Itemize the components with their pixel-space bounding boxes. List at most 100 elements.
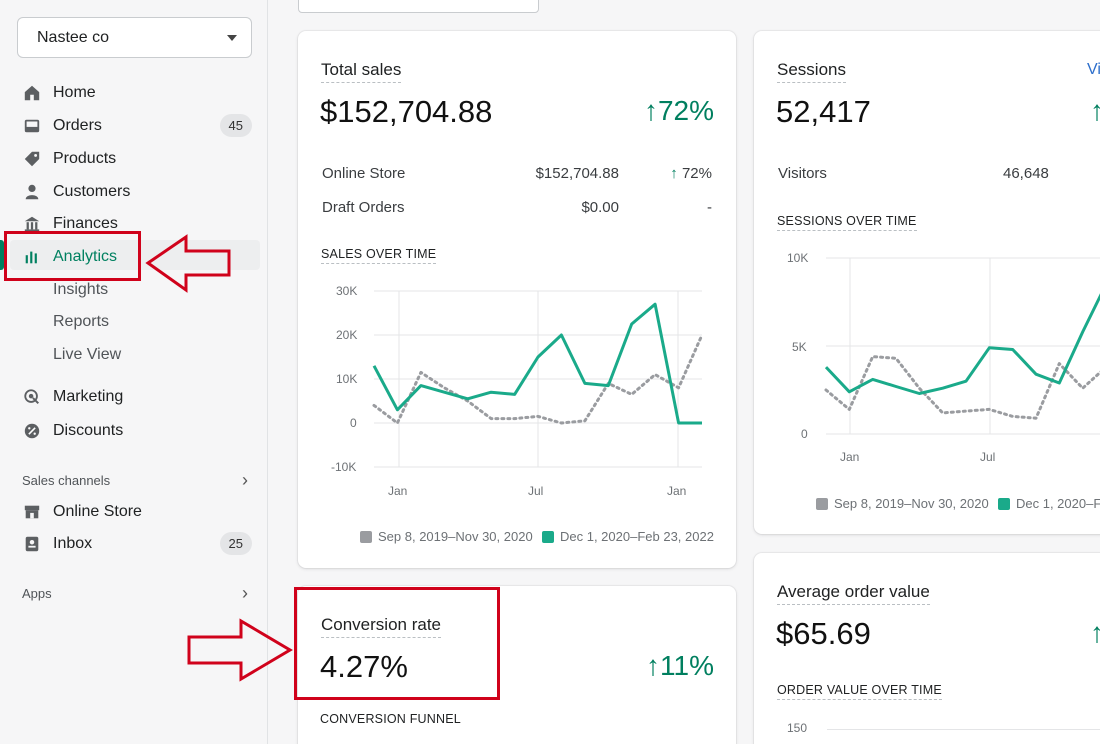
nav-products[interactable]: Products <box>22 147 252 171</box>
order-value-over-time-title[interactable]: ORDER VALUE OVER TIME <box>777 683 942 700</box>
nav-live-view[interactable]: Live View <box>53 346 122 363</box>
legend-previous[interactable]: Sep 8, 2019–Nov 30, 2020 <box>360 529 533 544</box>
row-online-store-value: $152,704.88 <box>535 165 619 182</box>
analytics-highlight-box <box>4 231 141 281</box>
nav-inbox-label: Inbox <box>53 535 93 552</box>
nav-insights[interactable]: Insights <box>53 281 109 298</box>
nav-active-indicator <box>0 240 4 270</box>
nav-orders-label: Orders <box>53 117 102 134</box>
date-range-button[interactable] <box>298 0 539 13</box>
y-tick: 30K <box>336 284 358 298</box>
legend-swatch-current <box>998 497 1010 510</box>
y-tick: 5K <box>792 340 807 354</box>
person-icon <box>22 182 42 202</box>
y-tick: 0 <box>801 427 808 441</box>
x-tick: Jul <box>528 484 544 498</box>
legend-previous[interactable]: Sep 8, 2019–Nov 30, 2020 <box>816 496 989 511</box>
orders-count-badge: 45 <box>219 114 252 137</box>
nav-reports[interactable]: Reports <box>53 313 110 330</box>
nav-products-label: Products <box>53 150 117 167</box>
sessions-value: 52,417 <box>776 94 871 129</box>
y-tick: -10K <box>331 460 357 474</box>
y-tick: 10K <box>336 372 358 386</box>
grid-line <box>827 729 1100 730</box>
total-sales-card: Total sales $152,704.88 ↑72% Online Stor… <box>298 31 736 568</box>
apps-header[interactable]: Apps › <box>22 583 248 604</box>
conversion-rate-change: ↑11% <box>646 650 714 681</box>
total-sales-title[interactable]: Total sales <box>321 60 402 83</box>
sales-over-time-title[interactable]: SALES OVER TIME <box>321 247 437 264</box>
sessions-card: Sessions Vi 52,417 ↑ Visitors 46,648 SES… <box>754 31 1100 534</box>
view-report-link[interactable]: Vi <box>1087 61 1100 78</box>
series-line-previous <box>372 333 704 425</box>
conversion-rate-title[interactable]: Conversion rate <box>321 615 442 638</box>
legend-swatch-current <box>542 530 554 543</box>
sidebar: Nastee co Home Orders 45 Products Custom… <box>0 0 268 744</box>
discount-icon <box>22 421 42 441</box>
row-visitors-value: 46,648 <box>1003 165 1049 182</box>
conversion-rate-card: Conversion rate 4.27% ↑11% CONVERSION FU… <box>298 586 736 744</box>
arrow-right-icon <box>187 618 293 682</box>
bar-chart-icon <box>22 247 42 267</box>
average-order-value-card: Average order value $65.69 ↑ ORDER VALUE… <box>754 553 1100 744</box>
x-tick: Jul <box>980 450 996 464</box>
store-name: Nastee co <box>37 28 110 46</box>
total-sales-change: ↑72% <box>643 95 714 126</box>
sessions-title[interactable]: Sessions <box>777 60 846 83</box>
legend-current[interactable]: Dec 1, 2020–F <box>998 496 1100 511</box>
sessions-over-time-title[interactable]: SESSIONS OVER TIME <box>777 214 917 231</box>
nav-analytics[interactable]: Analytics <box>22 245 252 269</box>
legend-current[interactable]: Dec 1, 2020–Feb 23, 2022 <box>542 529 714 544</box>
legend-swatch-previous <box>360 530 372 543</box>
store-icon <box>22 502 42 522</box>
row-online-store-label: Online Store <box>322 165 406 182</box>
inbox-icon <box>22 534 42 554</box>
nav-customers-label: Customers <box>53 183 131 200</box>
sales-channels-header[interactable]: Sales channels › <box>22 470 248 491</box>
total-sales-value: $152,704.88 <box>320 94 493 129</box>
nav-orders[interactable]: Orders 45 <box>22 114 252 138</box>
nav-discounts[interactable]: Discounts <box>22 419 252 443</box>
sessions-chart <box>824 257 1100 435</box>
conversion-funnel-title: CONVERSION FUNNEL <box>320 712 461 726</box>
row-visitors-label: Visitors <box>778 165 827 182</box>
inbox-count-badge: 25 <box>219 532 252 555</box>
conversion-rate-value: 4.27% <box>320 649 408 684</box>
nav-analytics-label: Analytics <box>53 248 118 265</box>
nav-marketing-label: Marketing <box>53 388 124 405</box>
conversion-highlight-box <box>294 587 500 700</box>
x-tick: Jan <box>667 484 687 498</box>
series-line-current <box>372 302 702 425</box>
nav-active-highlight <box>10 240 260 270</box>
x-tick: Jan <box>840 450 860 464</box>
nav-finances[interactable]: Finances <box>22 212 252 236</box>
sales-channels-label: Sales channels <box>22 473 111 488</box>
nav-home[interactable]: Home <box>22 81 252 105</box>
nav-marketing[interactable]: Marketing <box>22 385 252 409</box>
nav-online-store[interactable]: Online Store <box>22 500 252 524</box>
store-selector[interactable]: Nastee co <box>17 17 252 58</box>
sales-chart <box>372 290 704 468</box>
y-tick: 0 <box>350 416 357 430</box>
caret-down-icon <box>227 34 237 41</box>
nav-inbox[interactable]: Inbox 25 <box>22 532 252 556</box>
sessions-change-arrow: ↑ <box>1090 95 1100 126</box>
y-tick: 20K <box>336 328 358 342</box>
legend-swatch-previous <box>816 497 828 510</box>
row-draft-orders-change: - <box>707 199 712 216</box>
row-draft-orders-label: Draft Orders <box>322 199 405 216</box>
nav-customers[interactable]: Customers <box>22 180 252 204</box>
aov-title[interactable]: Average order value <box>777 582 930 605</box>
arrow-up-icon: ↑ <box>646 650 661 681</box>
arrow-left-icon <box>145 234 231 293</box>
nav-home-label: Home <box>53 84 96 101</box>
y-tick: 150 <box>787 721 808 735</box>
series-line-previous <box>824 355 1100 420</box>
bank-icon <box>22 214 42 234</box>
x-tick: Jan <box>388 484 408 498</box>
aov-value: $65.69 <box>776 616 871 651</box>
nav-finances-label: Finances <box>53 215 118 232</box>
apps-label: Apps <box>22 586 52 601</box>
row-draft-orders-value: $0.00 <box>581 199 619 216</box>
chevron-right-icon: › <box>242 470 248 490</box>
